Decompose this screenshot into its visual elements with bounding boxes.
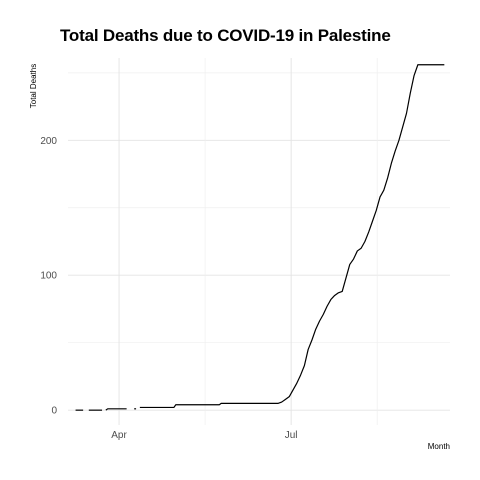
data-series-line bbox=[76, 65, 445, 410]
y-axis-title: Total Deaths bbox=[29, 64, 38, 108]
grid bbox=[68, 58, 450, 425]
x-axis-title: Month bbox=[428, 442, 450, 451]
x-tick-label: Jul bbox=[285, 430, 298, 441]
tick-labels: 0 100 200 Apr Jul bbox=[40, 136, 297, 441]
series-line-segment bbox=[140, 65, 444, 408]
x-tick-label: Apr bbox=[111, 430, 127, 441]
y-tick-label: 0 bbox=[51, 406, 57, 417]
y-tick-label: 200 bbox=[40, 136, 57, 147]
y-tick-label: 100 bbox=[40, 271, 57, 282]
